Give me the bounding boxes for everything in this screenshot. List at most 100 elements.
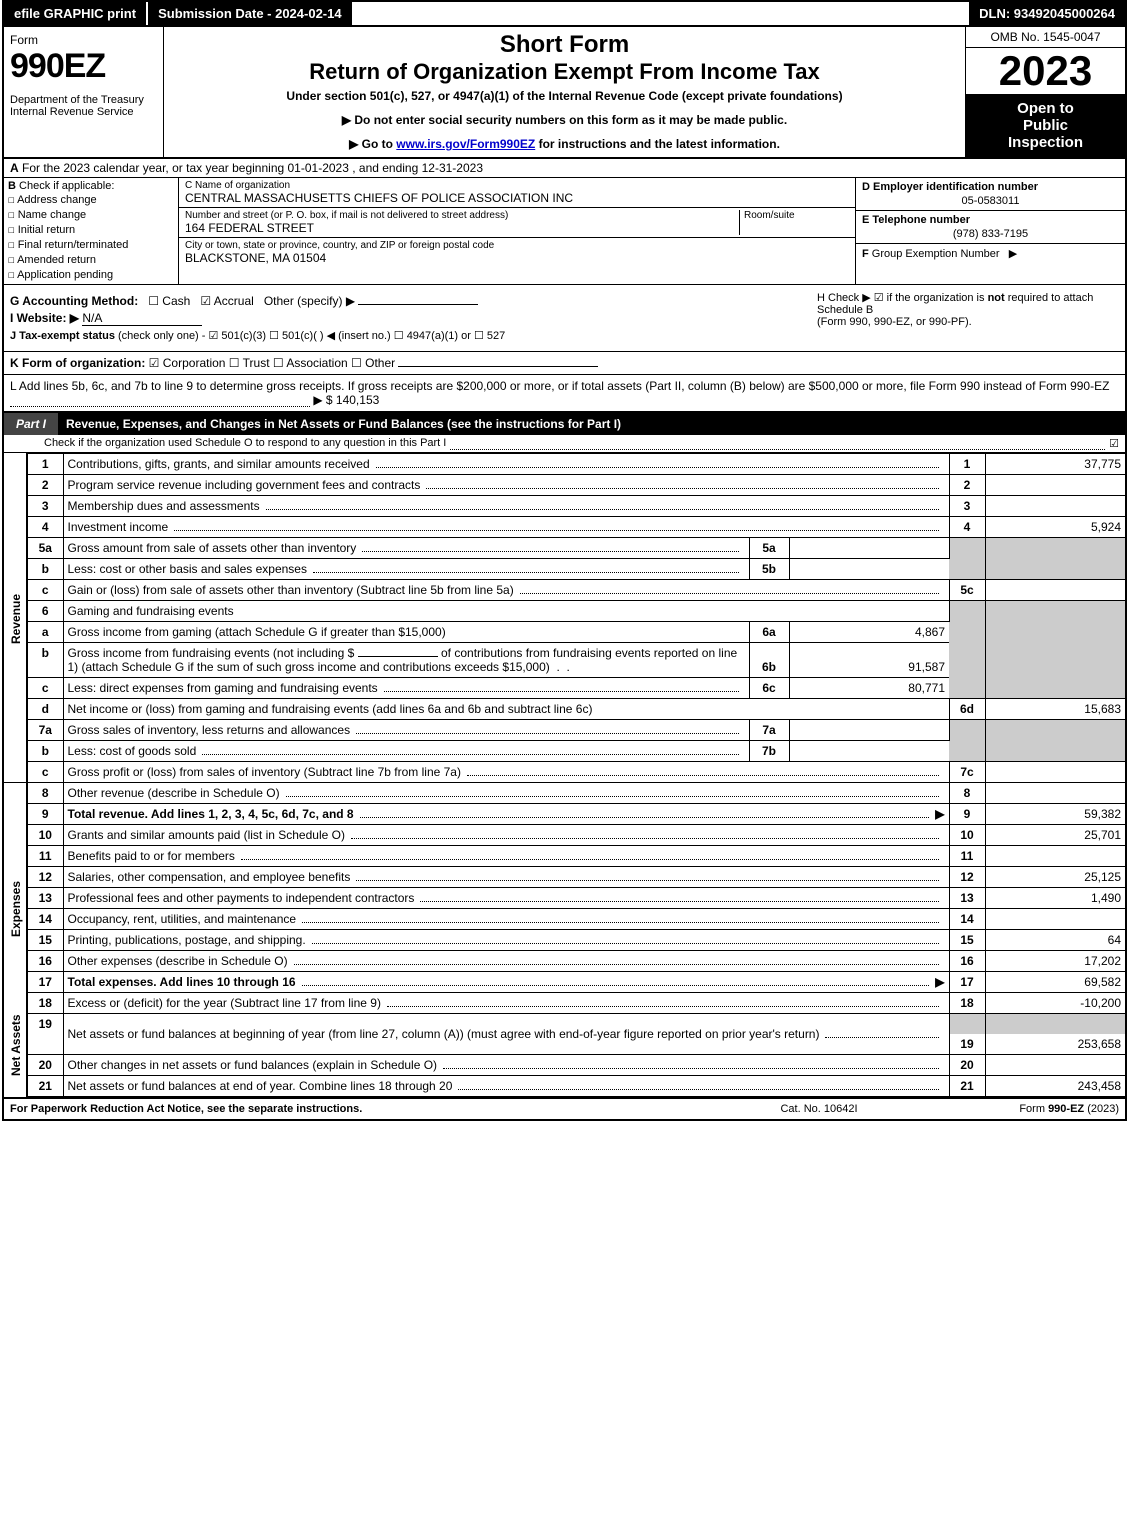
l5b-num: b (27, 559, 63, 580)
e-tel-lbl: E Telephone number (862, 214, 1119, 226)
efile-label: efile GRAPHIC print (4, 2, 146, 25)
c-name-val: CENTRAL MASSACHUSETTS CHIEFS OF POLICE A… (185, 191, 849, 205)
row-14: 14 Occupancy, rent, utilities, and maint… (4, 909, 1125, 930)
chk-amended-return[interactable]: ☐ (8, 253, 15, 266)
c-street-val: 164 FEDERAL STREET (185, 221, 739, 235)
topbar-spacer (352, 2, 970, 25)
row-19: 19 Net assets or fund balances at beginn… (4, 1014, 1125, 1055)
l18-desc: Excess or (deficit) for the year (Subtra… (63, 993, 949, 1014)
l18-amt: -10,200 (985, 993, 1125, 1014)
l6b-subv: 91,587 (789, 643, 949, 678)
tax-year: 2023 (966, 48, 1125, 94)
footer-right: Form 990-EZ (2023) (919, 1103, 1119, 1115)
l7c-rnum: 7c (949, 762, 985, 783)
i-label: I Website: ▶ (10, 311, 79, 325)
l20-desc: Other changes in net assets or fund bala… (63, 1055, 949, 1076)
c-name-row: C Name of organization CENTRAL MASSACHUS… (179, 178, 855, 208)
row-20: 20 Other changes in net assets or fund b… (4, 1055, 1125, 1076)
lbl-application-pending: Application pending (17, 269, 113, 281)
goto-post: for instructions and the latest informat… (535, 137, 780, 151)
part1-check-mark[interactable]: ☑ (1109, 437, 1119, 450)
irs-link[interactable]: www.irs.gov/Form990EZ (396, 137, 535, 151)
line-a-text: For the 2023 calendar year, or tax year … (19, 161, 483, 175)
row-15: 15 Printing, publications, postage, and … (4, 930, 1125, 951)
l8-rnum: 8 (949, 783, 985, 804)
line-g: G Accounting Method: ☐ Cash ☑ Accrual Ot… (10, 294, 809, 308)
b-item-amended: ☐ Amended return (8, 252, 174, 267)
g-cash[interactable]: ☐ Cash (148, 294, 190, 308)
l7a-desc: Gross sales of inventory, less returns a… (63, 720, 749, 741)
l9-amt: 59,382 (985, 804, 1125, 825)
row-7a: 7a Gross sales of inventory, less return… (4, 720, 1125, 741)
page-footer: For Paperwork Reduction Act Notice, see … (4, 1097, 1125, 1119)
l6b-desc: Gross income from fundraising events (no… (63, 643, 749, 678)
c-street-row: Number and street (or P. O. box, if mail… (179, 208, 855, 238)
line-a: A For the 2023 calendar year, or tax yea… (4, 159, 1125, 178)
h-not: not (988, 292, 1005, 304)
l11-desc: Benefits paid to or for members (63, 846, 949, 867)
l20-amt (985, 1055, 1125, 1076)
l10-rnum: 10 (949, 825, 985, 846)
line-i: I Website: ▶ N/A (10, 311, 809, 326)
c-city-row: City or town, state or province, country… (179, 238, 855, 267)
l16-num: 16 (27, 951, 63, 972)
l21-amt: 243,458 (985, 1076, 1125, 1097)
row-3: 3 Membership dues and assessments 3 (4, 496, 1125, 517)
l-text: L Add lines 5b, 6c, and 7b to line 9 to … (10, 379, 1109, 393)
l6c-desc: Less: direct expenses from gaming and fu… (63, 678, 749, 699)
form-header: Form 990EZ Department of the Treasury In… (4, 27, 1125, 159)
l17-rnum: 17 (949, 972, 985, 993)
l6-num: 6 (27, 601, 63, 622)
k-label: K Form of organization: (10, 356, 145, 370)
l3-amt (985, 496, 1125, 517)
l6a-sub: 6a (749, 622, 789, 643)
chk-initial-return[interactable]: ☐ (8, 223, 15, 236)
l8-amt (985, 783, 1125, 804)
l7b-num: b (27, 741, 63, 762)
row-18: Net Assets 18 Excess or (deficit) for th… (4, 993, 1125, 1014)
l4-desc: Investment income (63, 517, 949, 538)
l19-amt-wrap: 253,658 (985, 1014, 1125, 1055)
l1-amt: 37,775 (985, 454, 1125, 475)
part1-check-text: Check if the organization used Schedule … (44, 437, 446, 450)
l19-amt: 253,658 (1078, 1037, 1121, 1051)
b-prefix: B (8, 180, 16, 192)
section-bcdef: B Check if applicable: ☐ Address change … (4, 178, 1125, 285)
top-bar: efile GRAPHIC print Submission Date - 20… (4, 2, 1125, 27)
l14-num: 14 (27, 909, 63, 930)
part1-label: Part I (4, 413, 58, 435)
b-item-address: ☐ Address change (8, 192, 174, 207)
chk-final-return[interactable]: ☐ (8, 238, 15, 251)
l10-amt: 25,701 (985, 825, 1125, 846)
l20-num: 20 (27, 1055, 63, 1076)
footer-center: Cat. No. 10642I (719, 1103, 919, 1115)
chk-application-pending[interactable]: ☐ (8, 268, 15, 281)
l1-num: 1 (27, 454, 63, 475)
l12-num: 12 (27, 867, 63, 888)
row-13: 13 Professional fees and other payments … (4, 888, 1125, 909)
g-label: G Accounting Method: (10, 294, 138, 308)
section-ghij: G Accounting Method: ☐ Cash ☑ Accrual Ot… (4, 285, 1125, 352)
k-other-input[interactable] (398, 366, 598, 367)
g-other-input[interactable] (358, 304, 478, 305)
goto-pre: ▶ Go to (349, 137, 396, 151)
l7ab-amt-grey (985, 720, 1125, 762)
l17-desc: Total expenses. Add lines 10 through 16▶ (63, 972, 949, 993)
l6b-blank[interactable] (358, 656, 438, 657)
l14-rnum: 14 (949, 909, 985, 930)
l11-rnum: 11 (949, 846, 985, 867)
row-17: 17 Total expenses. Add lines 10 through … (4, 972, 1125, 993)
g-accrual[interactable]: ☑ Accrual (200, 294, 253, 308)
l10-desc: Grants and similar amounts paid (list in… (63, 825, 949, 846)
chk-address-change[interactable]: ☐ (8, 193, 15, 206)
footer-right-post: (2023) (1084, 1103, 1119, 1115)
open1: Open to (970, 100, 1121, 117)
l11-num: 11 (27, 846, 63, 867)
l5ab-amt-grey (985, 538, 1125, 580)
chk-name-change[interactable]: ☐ (8, 208, 15, 221)
l13-rnum: 13 (949, 888, 985, 909)
l12-desc: Salaries, other compensation, and employ… (63, 867, 949, 888)
side-rev-cont (4, 783, 27, 825)
l16-desc: Other expenses (describe in Schedule O) (63, 951, 949, 972)
lbl-name-change: Name change (18, 209, 87, 221)
